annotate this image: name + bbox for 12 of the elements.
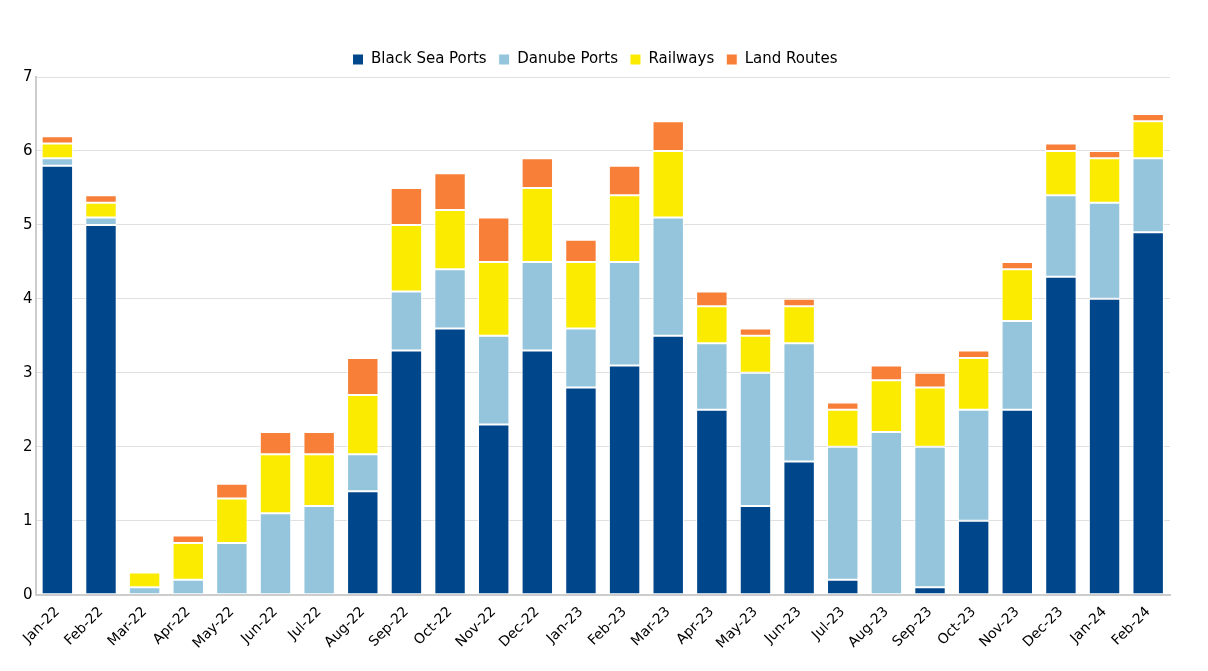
legend-label: Black Sea Ports (371, 49, 487, 68)
y-tick-label: 4 (23, 288, 33, 307)
y-tick-label: 5 (23, 214, 33, 233)
y-tick-label: 2 (23, 436, 33, 455)
y-tick-label: 6 (23, 140, 33, 159)
legend-label: Land Routes (744, 49, 838, 68)
y-tick-label: 0 (23, 584, 33, 603)
legend-label: Railways (648, 49, 715, 68)
y-tick-label: 3 (23, 362, 33, 381)
y-tick-label: 7 (23, 66, 33, 85)
y-tick-label: 1 (23, 510, 33, 529)
legend-label: Danube Ports (517, 49, 619, 68)
